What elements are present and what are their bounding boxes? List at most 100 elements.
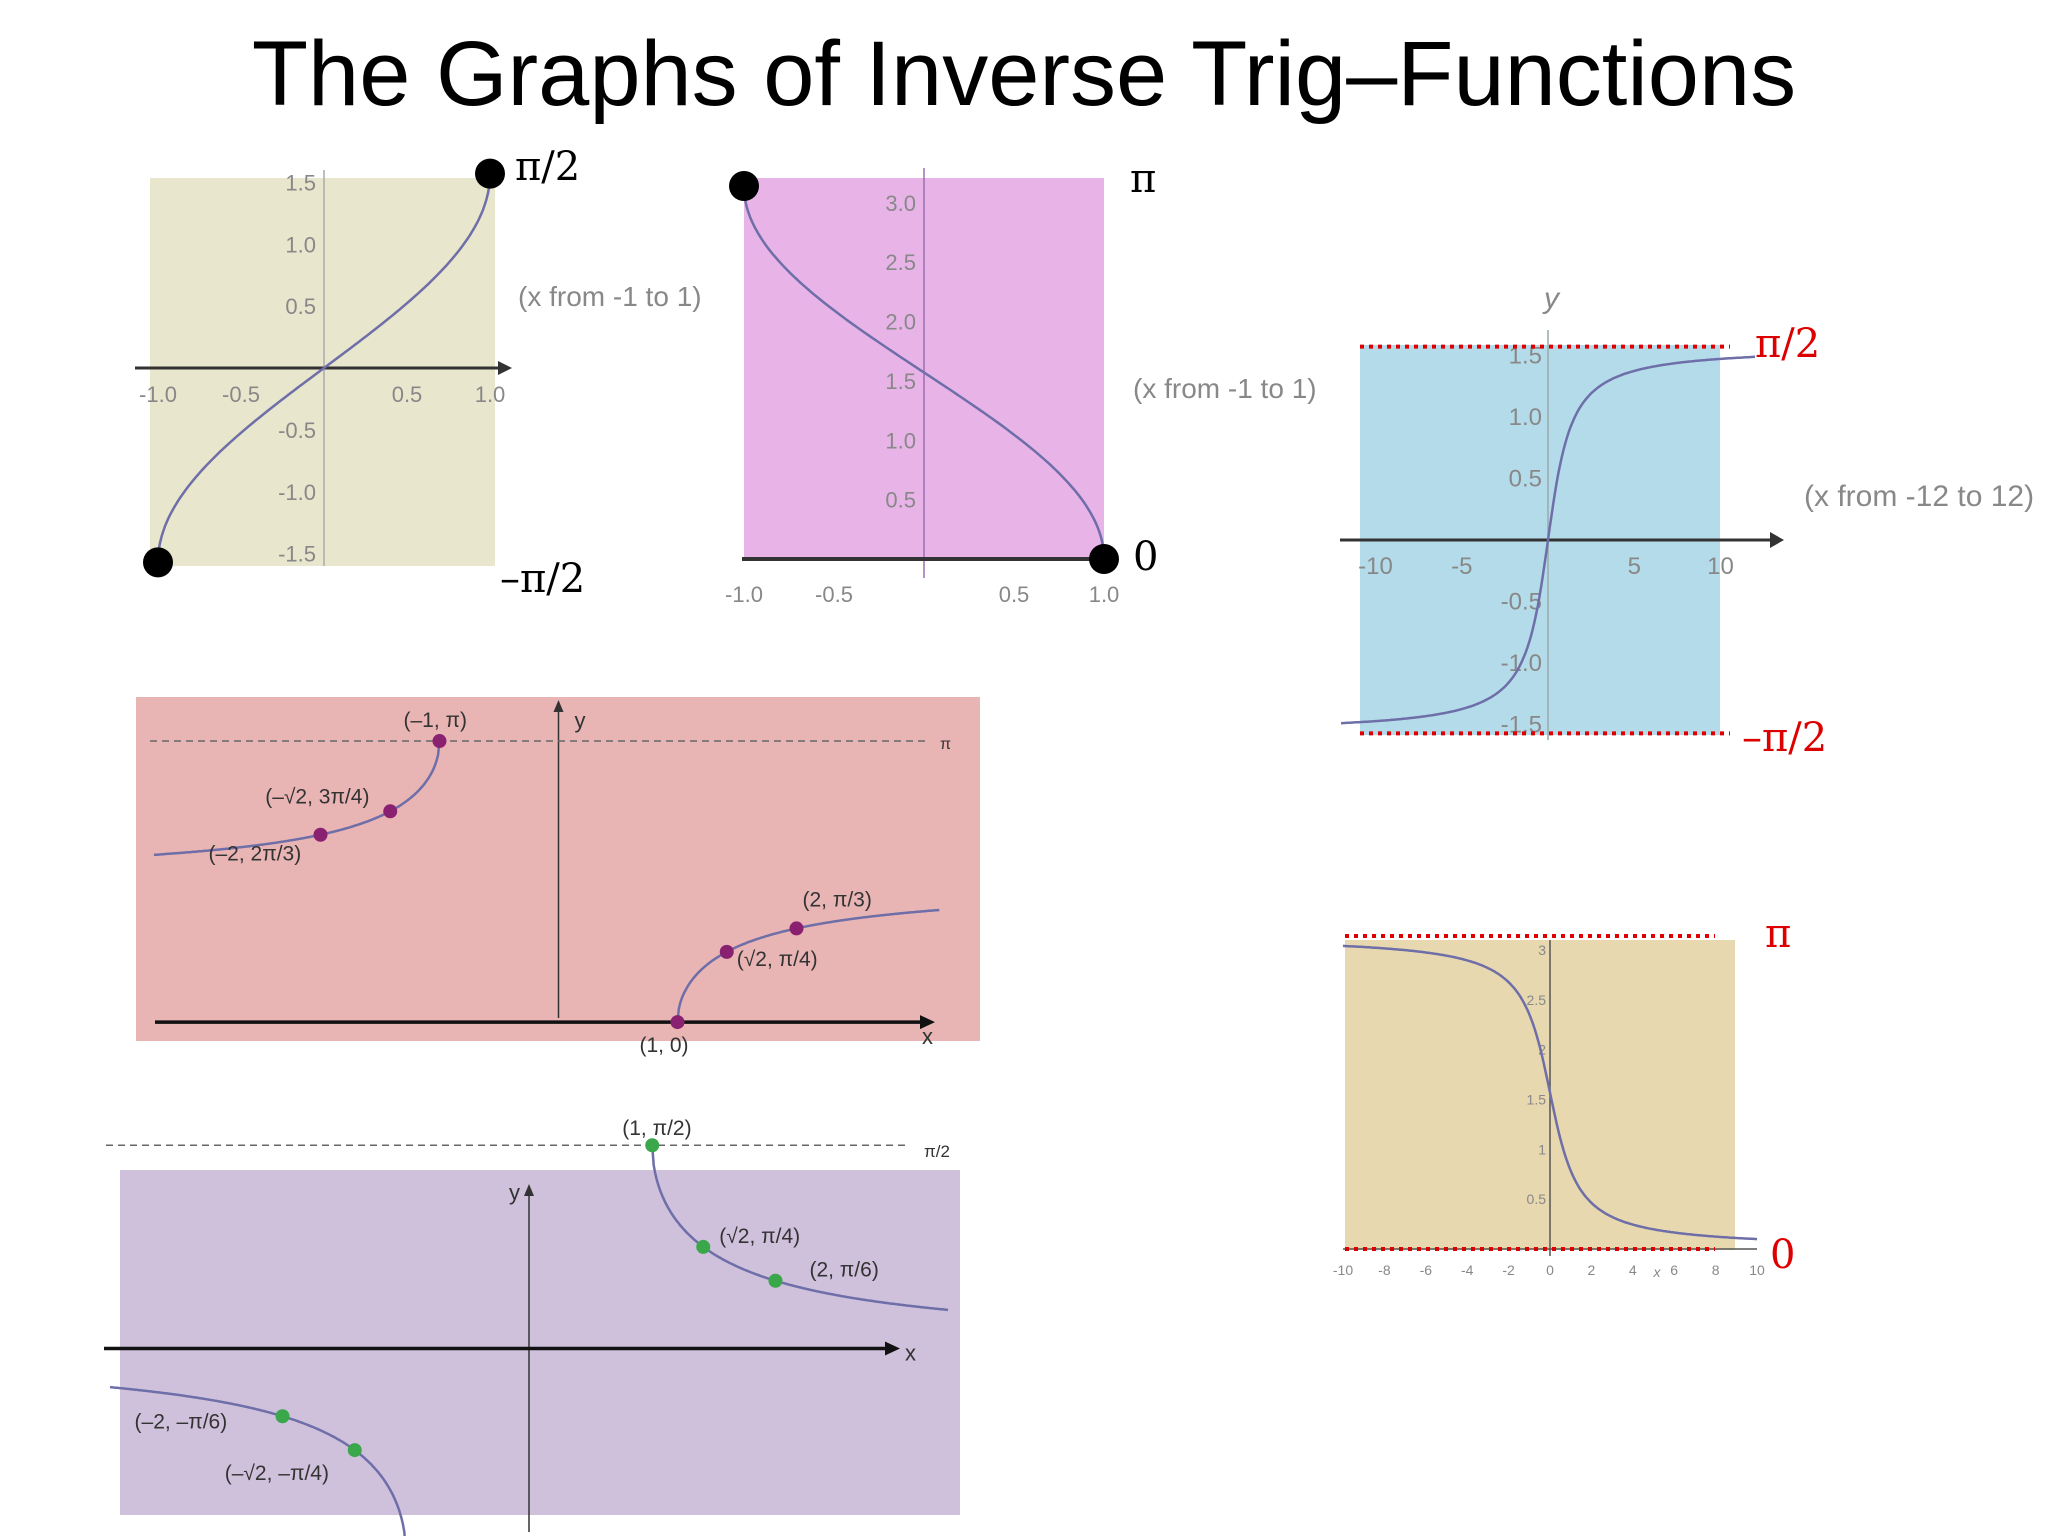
arccot-x-tick-label: -10	[1333, 1262, 1353, 1278]
arccsc-point	[696, 1239, 711, 1254]
arccos-x-tick-label: 0.5	[999, 582, 1030, 607]
arcsec-y-arrow	[553, 700, 564, 712]
arctan-range-note: (x from -12 to 12)	[1804, 480, 2034, 513]
arcsec-point	[432, 734, 447, 749]
arcsec-point-label: (–1, π)	[404, 709, 468, 732]
arcsec-x-arrow	[920, 1015, 935, 1030]
arcsin-top-label: π/2	[515, 144, 580, 190]
arccot-x-tick-label: 4	[1629, 1262, 1637, 1278]
arccot-top-label: π	[1765, 911, 1791, 957]
arccsc-point-label: (√2, π/4)	[719, 1225, 800, 1248]
arccos-x-tick-label: -0.5	[815, 582, 853, 607]
arcsin-x-tick-label: 0.5	[392, 382, 423, 407]
arcsec-point-label: (√2, π/4)	[737, 948, 818, 971]
arccot-y-tick-label: 0.5	[1527, 1191, 1547, 1207]
arcsec-point	[670, 1015, 685, 1030]
arctan-y-tick-label: 1.0	[1509, 404, 1542, 431]
arccos-endpoint-dot	[1089, 544, 1119, 574]
arccot-x-tick-label: 6	[1670, 1262, 1678, 1278]
arctan-x-tick-label: 10	[1707, 553, 1734, 580]
arccos-bottom-label: 0	[1133, 534, 1158, 580]
arccot-y-tick-label: 1	[1538, 1141, 1546, 1157]
arcsin-y-tick-label: 1.5	[285, 170, 316, 195]
arcsin-y-tick-label: 0.5	[285, 294, 316, 319]
arccsc-asymptote-label: π/2	[924, 1142, 950, 1161]
arccot-x-tick-label: 2	[1588, 1262, 1596, 1278]
arcsec-x-axis-label: x	[922, 1024, 933, 1049]
arccsc-point	[347, 1443, 362, 1458]
arccos-x-tick-label: 1.0	[1089, 582, 1120, 607]
arccos-range-note: (x from -1 to 1)	[1133, 373, 1317, 404]
arcsin-plot-bg	[150, 178, 495, 566]
arccos-x-tick-label: -1.0	[725, 582, 763, 607]
arccot-curve	[1342, 944, 1758, 1241]
arccot-y-tick-label: 1.5	[1527, 1092, 1547, 1108]
arccot-y-tick-label: 3	[1538, 942, 1546, 958]
arcsin-endpoint-dot	[143, 547, 173, 578]
arccot-x-tick-label: -2	[1502, 1262, 1515, 1278]
arcsin-y-tick-label: 1.0	[285, 232, 316, 257]
arccsc-point-label: (–√2, –π/4)	[225, 1462, 329, 1485]
arccot-y-tick-label: 2.5	[1527, 992, 1547, 1008]
arcsec-point	[719, 944, 734, 959]
arccos-y-tick-label: 3.0	[885, 191, 916, 216]
slide-title: The Graphs of Inverse Trig–Functions	[251, 23, 1797, 125]
arccsc-point	[768, 1273, 783, 1288]
arccot-x-tick-label: 0	[1546, 1262, 1554, 1278]
arccsc-point	[645, 1138, 660, 1153]
arctan-bottom-label: –π/2	[1742, 715, 1827, 761]
arccot-x-tick-label: -6	[1420, 1262, 1433, 1278]
arccsc-y-axis-label: y	[509, 1180, 520, 1205]
arcsec-point-label: (1, 0)	[640, 1034, 689, 1057]
arccos-y-tick-label: 2.5	[885, 250, 916, 275]
arcsin-x-arrow	[498, 361, 512, 375]
arccos-endpoint-dot	[729, 171, 759, 201]
arctan-top-label: π/2	[1755, 321, 1820, 367]
arctan-y-tick-label: 0.5	[1509, 465, 1542, 492]
arccot-y-tick-label: 2	[1538, 1042, 1546, 1058]
arccsc-x-axis-label: x	[905, 1341, 916, 1366]
arccsc-y-arrow	[524, 1184, 534, 1196]
arcsin-y-tick-label: -0.5	[278, 418, 316, 443]
arctan-x-tick-label: 5	[1628, 553, 1641, 580]
arccsc-plot-bg	[120, 1170, 960, 1515]
arccot-plot-bg	[1345, 940, 1735, 1250]
arcsec-point	[383, 804, 398, 819]
arcsec-point-label: (–2, 2π/3)	[209, 843, 302, 866]
arctan-x-tick-label: -5	[1451, 553, 1472, 580]
arccsc-point-label: (–2, –π/6)	[135, 1410, 228, 1433]
arccsc-point	[275, 1409, 290, 1424]
arctan-x-arrow	[1770, 532, 1784, 548]
arccsc-point-label: (1, π/2)	[622, 1117, 691, 1140]
arcsec-point-label: (2, π/3)	[803, 888, 872, 911]
arccot-x-tick-label: -4	[1461, 1262, 1474, 1278]
arccos-y-tick-label: 1.5	[885, 369, 916, 394]
arccos-y-tick-label: 0.5	[885, 488, 916, 513]
arcsin-endpoint-dot	[475, 158, 505, 189]
arcsin-range-note: (x from -1 to 1)	[518, 281, 702, 312]
arccot-x-tick-label: 10	[1749, 1262, 1765, 1278]
arctan-y-tick-label: -0.5	[1501, 589, 1542, 616]
arccos-curve	[742, 185, 1106, 560]
arcsin-x-tick-label: 1.0	[475, 382, 506, 407]
arctan-x-tick-label: -10	[1358, 553, 1393, 580]
arcsin-y-tick-label: -1.0	[278, 480, 316, 505]
arccot-x-axis-label: x	[1653, 1264, 1662, 1280]
arccot-bottom-label: 0	[1770, 1232, 1795, 1278]
arccos-y-tick-label: 1.0	[885, 428, 916, 453]
arccot-x-tick-label: 8	[1712, 1262, 1720, 1278]
arccot-x-tick-label: -8	[1378, 1262, 1391, 1278]
arcsec-point	[789, 921, 804, 936]
arcsin-x-tick-label: -0.5	[222, 382, 260, 407]
arccsc-x-arrow	[885, 1341, 900, 1356]
arctan-y-axis-label: y	[1542, 282, 1561, 315]
arcsec-y-axis-label: y	[575, 708, 586, 733]
arcsec-point-label: (–√2, 3π/4)	[265, 785, 369, 808]
arcsec-asymptote-label: π	[940, 736, 951, 753]
arcsin-y-tick-label: -1.5	[278, 542, 316, 567]
arccos-top-label: π	[1130, 156, 1156, 202]
arccos-y-tick-label: 2.0	[885, 310, 916, 335]
arcsin-bottom-label: –π/2	[500, 556, 585, 602]
arccsc-point-label: (2, π/6)	[809, 1259, 878, 1282]
